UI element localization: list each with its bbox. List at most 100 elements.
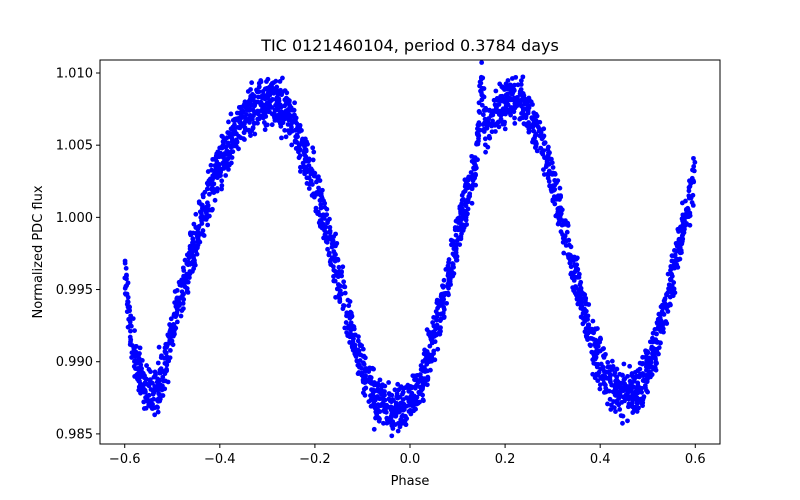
data-point [318, 202, 324, 208]
data-point [273, 97, 279, 102]
data-point [465, 199, 471, 205]
data-point [165, 341, 171, 347]
data-point [434, 317, 439, 323]
data-point [196, 238, 202, 244]
data-point [629, 400, 635, 406]
data-point [431, 348, 437, 354]
y-axis-ticks: 0.985 0.990 0.995 1.000 1.005 1.010 [56, 66, 100, 442]
data-point [577, 290, 583, 296]
data-point [691, 155, 696, 161]
data-point [124, 272, 129, 278]
data-point [472, 155, 478, 160]
data-point [531, 128, 537, 134]
data-point [335, 274, 341, 280]
data-point [228, 111, 234, 117]
data-point [315, 209, 321, 215]
data-point [125, 299, 131, 305]
data-point [140, 383, 145, 389]
data-point [223, 151, 229, 157]
data-point [376, 415, 381, 421]
data-point [555, 193, 561, 199]
data-point [449, 269, 455, 274]
data-point [546, 149, 552, 155]
data-point [352, 332, 358, 338]
data-point [149, 397, 155, 403]
data-point [248, 87, 253, 92]
data-point [193, 211, 199, 217]
data-point [498, 98, 503, 103]
data-point [621, 377, 627, 383]
data-point [622, 384, 628, 390]
data-point [531, 110, 537, 116]
data-point [506, 95, 512, 100]
data-point [577, 282, 583, 288]
data-point [616, 391, 621, 397]
data-point [287, 130, 292, 136]
data-point [331, 249, 337, 254]
data-point [146, 383, 152, 389]
data-point [505, 107, 511, 113]
data-point [665, 271, 671, 277]
data-point [608, 407, 614, 412]
data-point [465, 177, 471, 183]
data-point [410, 403, 416, 409]
data-point [375, 402, 381, 408]
data-point [184, 252, 190, 258]
data-point [177, 295, 182, 301]
data-point [407, 385, 412, 390]
data-point [546, 168, 552, 174]
data-point [265, 91, 271, 96]
data-point [541, 126, 547, 132]
data-point [331, 274, 336, 279]
data-point [658, 340, 663, 346]
data-point [416, 378, 421, 384]
data-point [340, 264, 346, 270]
data-point [589, 336, 595, 341]
data-point [581, 308, 587, 314]
data-point [141, 406, 147, 411]
data-point [493, 88, 499, 94]
data-point [252, 94, 258, 99]
data-point [390, 426, 396, 431]
data-point [419, 386, 424, 392]
data-point [614, 366, 620, 372]
data-point [306, 175, 312, 181]
data-point [393, 403, 399, 409]
data-point [283, 95, 289, 101]
data-point [513, 74, 519, 80]
data-point [476, 122, 482, 128]
data-point [219, 133, 225, 139]
data-point [414, 373, 420, 378]
data-point [520, 74, 526, 80]
y-axis-label: Normalized PDC flux [31, 185, 46, 318]
data-point [590, 371, 596, 377]
data-point [600, 366, 606, 372]
data-point [583, 297, 588, 303]
data-point [446, 257, 452, 262]
data-point [335, 257, 341, 263]
data-point [634, 394, 639, 400]
data-point [180, 301, 186, 306]
data-point [470, 159, 476, 164]
data-point [252, 131, 258, 137]
data-point [232, 129, 238, 135]
data-point [360, 373, 366, 379]
data-point [187, 275, 192, 280]
data-point [380, 396, 386, 401]
data-point [417, 391, 422, 397]
data-point [595, 343, 601, 349]
data-point [279, 92, 285, 98]
data-point [553, 213, 559, 219]
data-point [607, 371, 613, 377]
data-point [680, 218, 686, 224]
data-point [550, 170, 556, 176]
data-point [669, 271, 674, 277]
data-point [557, 215, 563, 221]
y-tick-label: 0.995 [56, 283, 93, 298]
data-point [484, 123, 490, 129]
y-tick-label: 1.010 [56, 66, 93, 81]
data-point [413, 398, 419, 404]
data-point [360, 346, 366, 352]
data-point [383, 409, 389, 415]
data-point [337, 296, 343, 301]
